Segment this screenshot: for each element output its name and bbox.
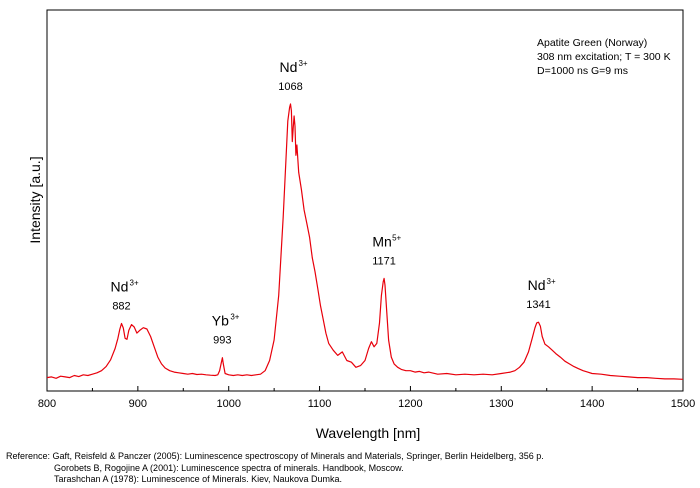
x-tick-label: 1000	[216, 398, 240, 410]
annotation-ion: Nd	[528, 277, 546, 293]
annotation-charge: 3+	[230, 313, 239, 322]
reference-line-3: Tarashchan A (1978): Luminescence of Min…	[54, 474, 342, 484]
annotation-wavelength: 882	[112, 301, 130, 313]
reference-line-1: Reference: Gaft, Reisfeld & Panczer (200…	[6, 451, 544, 461]
info-line-1: Apatite Green (Norway)	[537, 37, 647, 49]
annotation-charge: 5+	[392, 233, 401, 242]
x-axis-ticks	[46, 386, 684, 391]
x-tick-label: 1400	[580, 398, 604, 410]
x-tick-label: 900	[129, 398, 147, 410]
annotation-ion: Yb	[212, 313, 229, 329]
references: Reference: Gaft, Reisfeld & Panczer (200…	[6, 451, 544, 486]
annotation-ion: Nd	[111, 279, 129, 295]
x-tick-label: 800	[38, 398, 56, 410]
x-tick-label: 1200	[398, 398, 422, 410]
spectrum-chart: 800 900 1000 1100 1200 1300 1400 1500 Nd 3+882Yb…	[27, 9, 695, 441]
annotation-wavelength: 1171	[372, 255, 396, 267]
x-axis-tick-labels: 800 900 1000 1100 1200 1300 1400 1500	[38, 398, 695, 410]
peak-annotation: Nd 3+ 1341	[526, 277, 556, 311]
x-tick-label: 1300	[489, 398, 513, 410]
peak-annotation: Nd 3+ 882	[111, 279, 139, 313]
reference-line-2: Gorobets B, Rogojine A (2001): Luminesce…	[54, 462, 404, 473]
x-axis-title: Wavelength [nm]	[316, 425, 421, 441]
annotation-wavelength: 993	[213, 335, 231, 347]
annotation-wavelength: 1341	[526, 299, 550, 311]
annotation-ion: Nd	[280, 59, 298, 75]
y-axis-title: Intensity [a.u.]	[27, 156, 43, 243]
annotation-charge: 3+	[298, 59, 307, 68]
annotation-wavelength: 1068	[278, 81, 302, 93]
sample-info: Apatite Green (Norway) 308 nm excitation…	[537, 37, 671, 77]
annotation-ion: Mn	[372, 233, 391, 249]
peak-annotation: Mn 5+ 1171	[372, 233, 401, 267]
annotation-charge: 3+	[130, 279, 139, 288]
x-tick-label: 1100	[308, 398, 332, 410]
annotation-charge: 3+	[547, 277, 556, 286]
spectrum-line	[46, 103, 684, 380]
peak-annotation: Yb 3+ 993	[212, 313, 240, 347]
x-tick-label: 1500	[671, 398, 695, 410]
info-line-2: 308 nm excitation; T = 300 K	[537, 51, 671, 63]
info-line-3: D=1000 ns G=9 ms	[537, 65, 628, 77]
peak-annotation: Nd 3+ 1068	[278, 59, 308, 93]
